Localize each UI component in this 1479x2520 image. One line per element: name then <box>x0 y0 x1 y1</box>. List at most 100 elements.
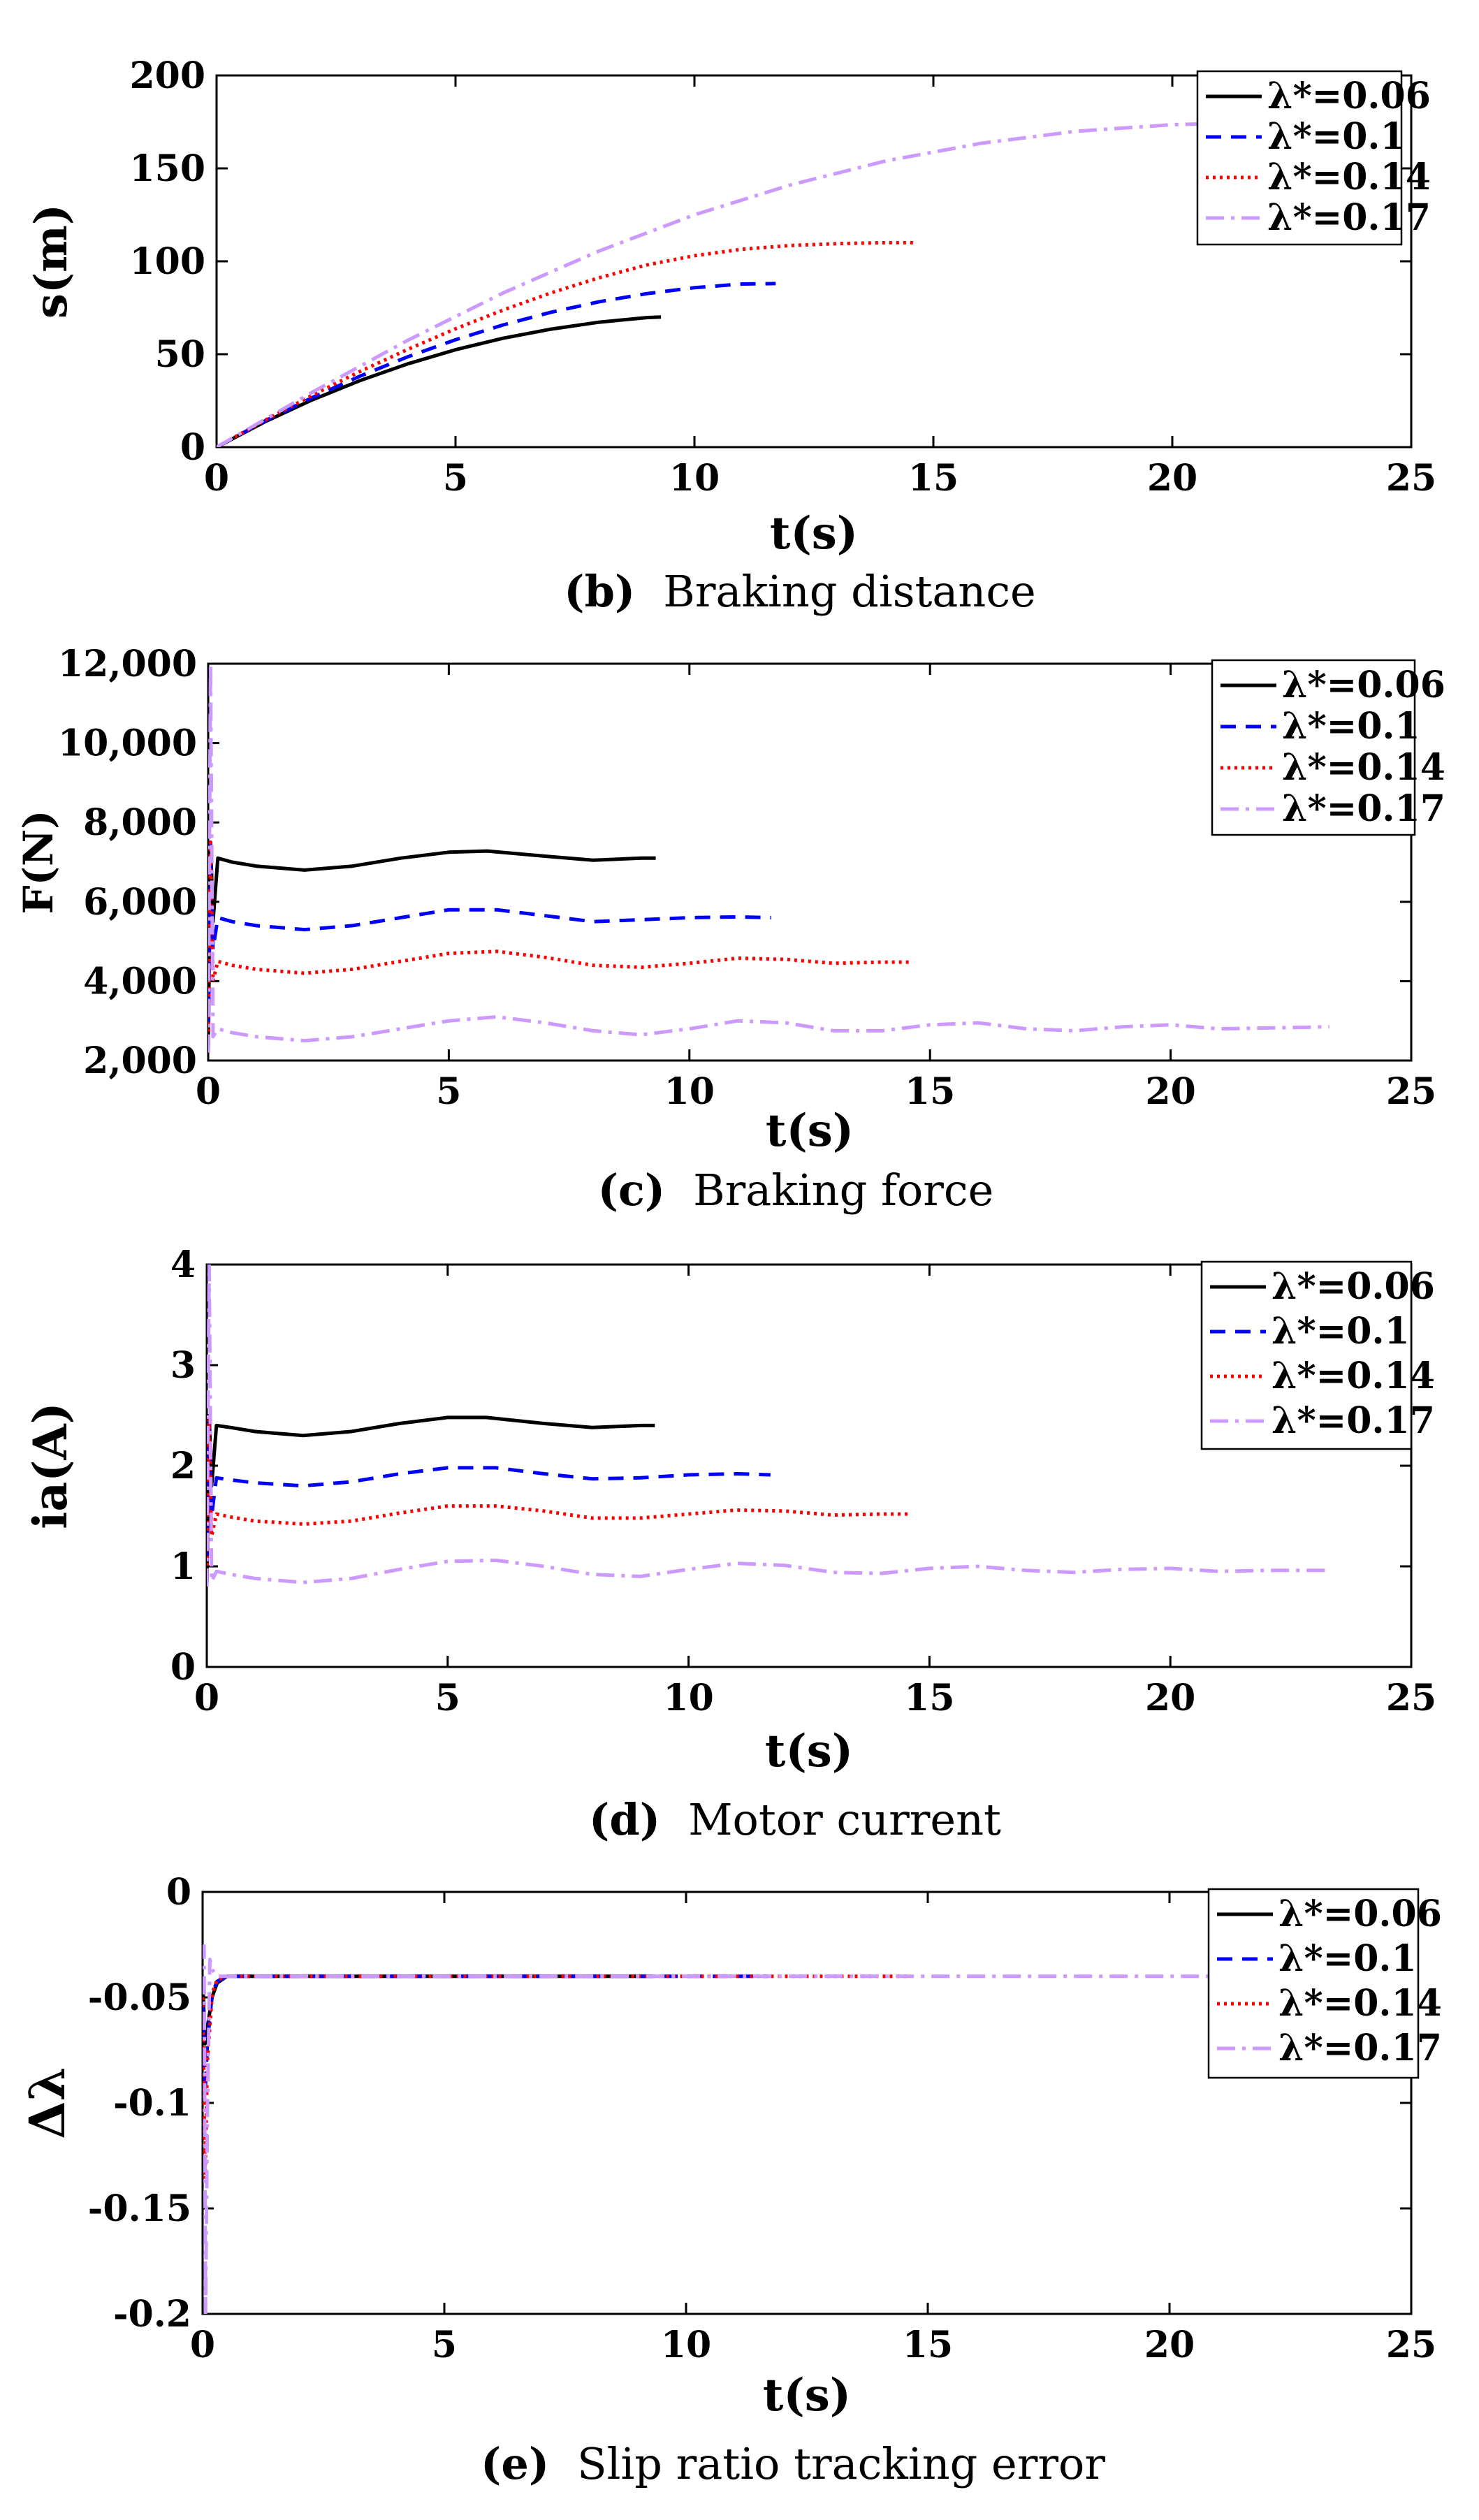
series-line-2 <box>207 1413 910 1587</box>
y-tick-label: 0 <box>166 1871 191 1914</box>
y-tick-label: 3 <box>170 1344 196 1387</box>
y-tick-label: 50 <box>155 333 205 376</box>
y-tick-label: 12,000 <box>58 643 197 685</box>
legend-label: λ*=0.1 <box>1272 1310 1410 1353</box>
y-tick-label: 2,000 <box>83 1040 197 1082</box>
x-tick-label: 20 <box>1144 2324 1195 2366</box>
panel-caption: (d) Motor current <box>589 1794 1001 1845</box>
x-axis-label: t(s) <box>763 2369 851 2421</box>
x-tick-label: 20 <box>1145 1677 1195 1719</box>
x-tick-label: 20 <box>1147 457 1197 500</box>
y-tick-label: -0.15 <box>88 2187 191 2230</box>
legend-box <box>1207 1888 1420 2079</box>
series-line-2 <box>217 240 915 447</box>
series-line-0 <box>208 840 656 1053</box>
y-tick-label: 8,000 <box>83 801 197 844</box>
x-tick-label: 15 <box>905 1070 955 1113</box>
x-tick-label: 25 <box>1386 457 1436 500</box>
x-tick-label: 5 <box>435 1677 460 1719</box>
y-tick-label: 6,000 <box>83 881 197 924</box>
series-line-3 <box>207 1265 1329 1587</box>
x-tick-label: 15 <box>903 2324 953 2366</box>
legend: λ*=0.06λ*=0.1λ*=0.14λ*=0.17 <box>1207 1888 1442 2079</box>
series-line-1 <box>217 282 776 447</box>
legend-label: λ*=0.17 <box>1272 1399 1435 1442</box>
panel-caption: (b) Braking distance <box>564 566 1035 617</box>
legend-label: λ*=0.14 <box>1267 156 1431 198</box>
y-tick-label: 0 <box>170 1646 196 1689</box>
y-tick-label: 1 <box>170 1545 196 1588</box>
x-tick-label: 10 <box>664 1070 715 1113</box>
legend-label: λ*=0.06 <box>1282 664 1445 706</box>
y-axis-label: Δλ <box>18 2067 76 2139</box>
chart-panel-c: 0 5 10 15 20 25 2,000 4,000 6,000 8,000 10,000 12,0… <box>15 643 1445 1216</box>
x-tick-label: 20 <box>1145 1070 1195 1113</box>
y-axis-label: F(N) <box>15 810 62 914</box>
caption-letter: (c) <box>598 1165 665 1216</box>
legend-label: λ*=0.1 <box>1282 705 1420 748</box>
x-tick-label: 10 <box>669 457 720 500</box>
series-line-2 <box>203 1974 909 2181</box>
series-line-1 <box>203 1974 768 2097</box>
legend-label: λ*=0.17 <box>1267 196 1431 239</box>
legend: λ*=0.06λ*=0.1λ*=0.14λ*=0.17 <box>1211 659 1445 836</box>
x-tick-label: 5 <box>436 1070 461 1113</box>
x-tick-label: 10 <box>661 2324 711 2366</box>
legend-label: λ*=0.06 <box>1272 1265 1435 1308</box>
series-line-0 <box>207 1413 655 1587</box>
legend-label: λ*=0.14 <box>1278 1982 1442 2025</box>
x-tick-label: 0 <box>204 457 229 500</box>
panel-caption: (c) Braking force <box>598 1165 994 1216</box>
caption-title: Slip ratio tracking error <box>577 2438 1105 2489</box>
legend-label: λ*=0.1 <box>1267 115 1406 158</box>
caption-letter: (d) <box>589 1794 660 1845</box>
y-tick-label: -0.2 <box>113 2293 191 2336</box>
y-tick-label: -0.05 <box>88 1976 191 2019</box>
x-tick-label: 0 <box>196 1070 221 1113</box>
legend: λ*=0.06λ*=0.1λ*=0.14λ*=0.17 <box>1200 1260 1435 1450</box>
legend-label: λ*=0.17 <box>1282 787 1445 830</box>
x-tick-label: 25 <box>1386 1677 1436 1719</box>
caption-title: Braking distance <box>663 566 1035 617</box>
y-axis-label: s(m) <box>25 204 78 319</box>
legend-label: λ*=0.06 <box>1278 1893 1442 1935</box>
chart-panel-e: 0 5 10 15 20 25-0.2-0.15-0.1-0.050λ*=0.06λ*=0… <box>18 1871 1442 2489</box>
series-line-0 <box>217 315 662 447</box>
x-tick-label: 25 <box>1386 2324 1436 2366</box>
x-tick-label: 25 <box>1386 1070 1436 1113</box>
x-tick-label: 5 <box>432 2324 457 2366</box>
x-tick-label: 15 <box>908 457 959 500</box>
x-tick-label: 15 <box>904 1677 954 1719</box>
caption-title: Motor current <box>688 1794 1001 1845</box>
x-tick-label: 0 <box>194 1677 219 1719</box>
legend-label: λ*=0.14 <box>1282 746 1445 789</box>
y-tick-label: 10,000 <box>58 722 197 765</box>
y-tick-label: 2 <box>170 1445 196 1487</box>
y-tick-label: -0.1 <box>113 2082 191 2125</box>
series-line-3 <box>217 120 1330 447</box>
legend-label: λ*=0.1 <box>1278 1937 1417 1980</box>
chart-panel-d: 0 5 10 15 20 25 0 1 2 3 4 λ*=0.06λ*=0.1λ*=0.14λ*=0.… <box>23 1244 1436 1845</box>
x-axis-label: t(s) <box>765 1725 853 1777</box>
legend-box <box>1200 1260 1413 1450</box>
x-tick-label: 5 <box>443 457 468 500</box>
y-tick-label: 0 <box>180 426 205 469</box>
series-line-1 <box>208 840 771 1053</box>
y-tick-label: 100 <box>129 240 205 283</box>
legend-label: λ*=0.06 <box>1267 75 1431 117</box>
legend: λ*=0.06λ*=0.1λ*=0.14λ*=0.17 <box>1196 70 1431 246</box>
y-tick-label: 4,000 <box>83 960 197 1003</box>
caption-letter: (b) <box>564 566 635 617</box>
y-tick-label: 4 <box>170 1244 196 1286</box>
series-line-0 <box>203 1974 653 2046</box>
legend-box <box>1196 70 1403 246</box>
caption-letter: (e) <box>481 2438 549 2489</box>
panel-caption: (e) Slip ratio tracking error <box>481 2438 1105 2489</box>
series-line-2 <box>208 840 911 1053</box>
legend-label: λ*=0.17 <box>1278 2027 1442 2069</box>
series-line-3 <box>208 664 1329 1053</box>
x-tick-label: 0 <box>190 2324 215 2366</box>
y-tick-label: 150 <box>129 147 205 190</box>
